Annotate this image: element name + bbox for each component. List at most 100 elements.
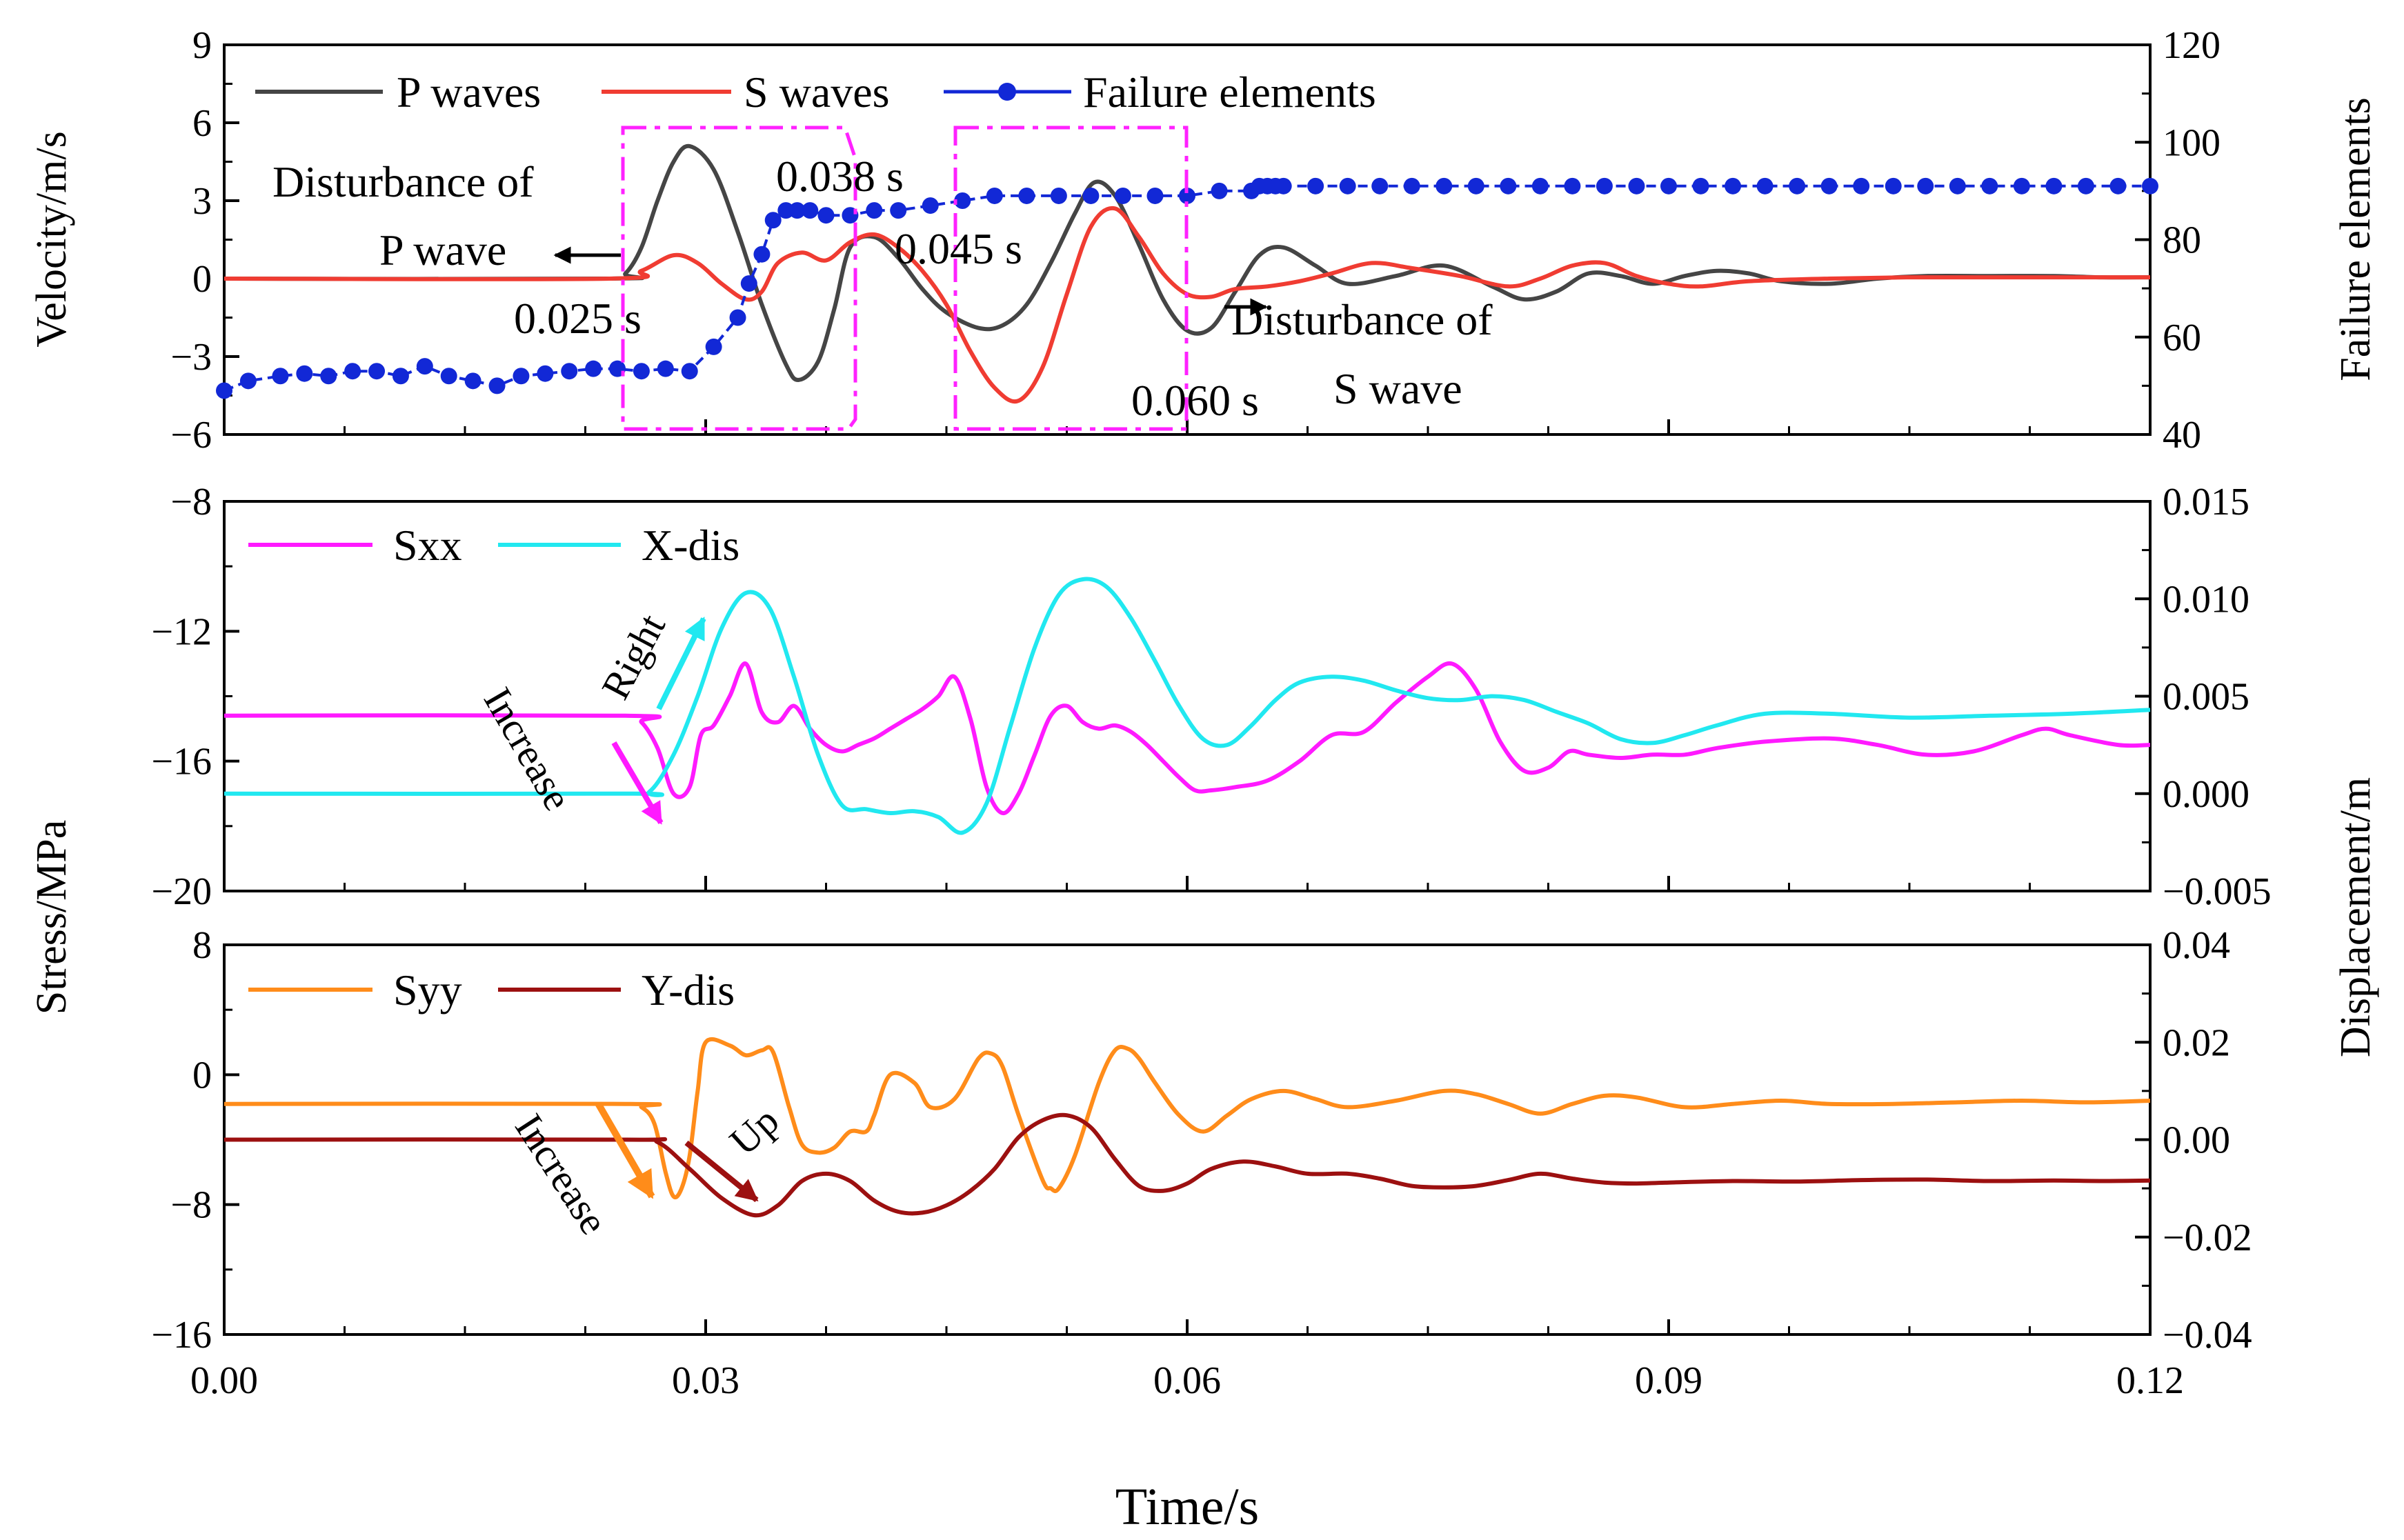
right-tick-label: 0.015 <box>2163 481 2249 523</box>
series-point-failure-elements <box>1885 177 1902 194</box>
panel-1-right-axis: 120 100 80 60 40 <box>2135 24 2221 457</box>
panel-2-series <box>223 577 2151 835</box>
series-point-failure-elements <box>1628 177 1645 194</box>
series-point-failure-elements <box>1949 177 1966 194</box>
series-point-failure-elements <box>1018 187 1035 204</box>
series-point-failure-elements <box>2077 177 2094 194</box>
left-tick-label: −12 <box>151 610 212 653</box>
series-point-failure-elements <box>1211 182 1228 199</box>
series-point-failure-elements <box>1531 177 1549 194</box>
series-point-failure-elements <box>1853 177 1870 194</box>
s-wave-window-box <box>953 126 1189 431</box>
disturbance-s-line2: S wave <box>1333 364 1462 413</box>
series-point-failure-elements <box>705 338 722 355</box>
series-point-failure-elements <box>764 212 782 229</box>
stress-x-panel: −8 −12 −16 −20 0.015 0.010 0.005 0.000 −0.005 R… <box>151 481 2271 913</box>
x-tick-label: 0.09 <box>1635 1359 1702 1402</box>
series-point-failure-elements <box>416 358 433 375</box>
legend-label-xdis: X-dis <box>642 521 739 570</box>
shared-right-axis-title: Displacement/m <box>2332 777 2379 1057</box>
x-tick-label: 0.06 <box>1153 1359 1221 1402</box>
series-point-failure-elements <box>1596 177 1613 194</box>
left-tick-label: −3 <box>170 336 212 379</box>
right-tick-label: 120 <box>2163 24 2221 67</box>
series-point-failure-elements <box>1756 177 1774 194</box>
left-tick-label: 8 <box>192 924 212 967</box>
series-point-failure-elements <box>296 365 313 382</box>
series-point-failure-elements <box>1275 177 1292 194</box>
series-point-failure-elements <box>1820 177 1838 194</box>
series-point-failure-elements <box>729 309 746 326</box>
right-tick-label: 0.00 <box>2163 1119 2230 1162</box>
right-tick-label: 0.005 <box>2163 676 2249 719</box>
series-point-failure-elements <box>1114 187 1131 204</box>
series-point-failure-elements <box>561 363 578 380</box>
series-point-failure-elements <box>1307 177 1324 194</box>
x-tick-label: 0.12 <box>2116 1359 2184 1402</box>
up-arrow <box>684 1140 759 1203</box>
series-point-failure-elements <box>681 363 698 380</box>
velocity-panel: 9 6 3 0 −3 −6 120 100 80 60 40 Disturbance of P w… <box>28 24 2379 457</box>
series-line-s-waves <box>223 206 2150 404</box>
series-point-failure-elements <box>464 372 481 390</box>
series-point-failure-elements <box>2045 177 2063 194</box>
time-label-0025: 0.025 s <box>514 294 642 343</box>
series-point-failure-elements <box>1050 187 1067 204</box>
left-tick-label: −8 <box>170 481 212 523</box>
right-tick-label: −0.04 <box>2163 1314 2252 1357</box>
panel-3-right-axis: 0.04 0.02 0.00 −0.02 −0.04 <box>2135 924 2252 1357</box>
right-tick-label: 0.010 <box>2163 578 2249 621</box>
legend-label-ydis: Y-dis <box>642 966 735 1014</box>
left-tick-label: 6 <box>192 102 212 145</box>
legend-label-s-waves: S waves <box>744 68 890 117</box>
left-tick-label: −20 <box>151 870 212 913</box>
series-point-failure-elements <box>802 202 819 219</box>
series-point-failure-elements <box>1789 177 1806 194</box>
series-point-failure-elements <box>344 363 361 380</box>
series-point-failure-elements <box>392 368 409 385</box>
left-tick-label: 0 <box>192 258 212 301</box>
series-point-failure-elements <box>1564 177 1581 194</box>
p-wave-window-box <box>621 126 857 431</box>
legend-marker-failure <box>998 83 1016 101</box>
panel-2-left-axis: −8 −12 −16 −20 <box>151 481 2152 913</box>
panel-2-right-axis: 0.015 0.010 0.005 0.000 −0.005 <box>2135 481 2272 913</box>
increase-y-arrow <box>595 1101 655 1199</box>
panel-1-legend: P waves S waves Failure elements <box>255 68 1376 117</box>
right-tick-label: 80 <box>2163 219 2201 262</box>
series-point-failure-elements <box>1692 177 1709 194</box>
series-point-failure-elements <box>239 372 257 390</box>
series-point-failure-elements <box>585 360 602 377</box>
right-tick-label: 60 <box>2163 317 2201 359</box>
left-tick-label: 0 <box>192 1054 212 1097</box>
right-annotation: Right <box>593 607 674 706</box>
series-point-failure-elements <box>368 363 386 380</box>
series-point-failure-elements <box>216 382 232 399</box>
right-tick-label: 40 <box>2163 414 2201 457</box>
series-point-failure-elements <box>272 368 289 385</box>
series-point-failure-elements <box>817 207 835 224</box>
panel-1-right-axis-title: Failure elements <box>2332 97 2379 381</box>
series-line-x-dis <box>223 577 2151 835</box>
increase-x-arrow <box>611 741 664 825</box>
series-point-failure-elements <box>890 202 907 219</box>
series-point-failure-elements <box>922 197 939 214</box>
right-tick-label: 0.04 <box>2163 924 2230 967</box>
series-point-failure-elements <box>954 192 971 209</box>
series-point-failure-elements <box>2013 177 2030 194</box>
x-tick-label: 0.03 <box>672 1359 739 1402</box>
series-point-failure-elements <box>1339 177 1356 194</box>
increase-x-annotation: Increase <box>475 680 581 818</box>
series-point-failure-elements <box>1467 177 1484 194</box>
series-point-failure-elements <box>1725 177 1742 194</box>
time-label-0045: 0.045 s <box>895 224 1022 273</box>
shared-left-axis-title: Stress/MPa <box>28 820 75 1014</box>
panel-1-series <box>216 143 2158 404</box>
series-point-failure-elements <box>320 368 337 385</box>
series-point-failure-elements <box>513 368 530 385</box>
series-point-failure-elements <box>2142 177 2158 194</box>
left-tick-label: −16 <box>151 1314 212 1357</box>
series-point-failure-elements <box>488 377 506 394</box>
left-tick-label: −16 <box>151 741 212 783</box>
series-point-failure-elements <box>788 202 806 219</box>
